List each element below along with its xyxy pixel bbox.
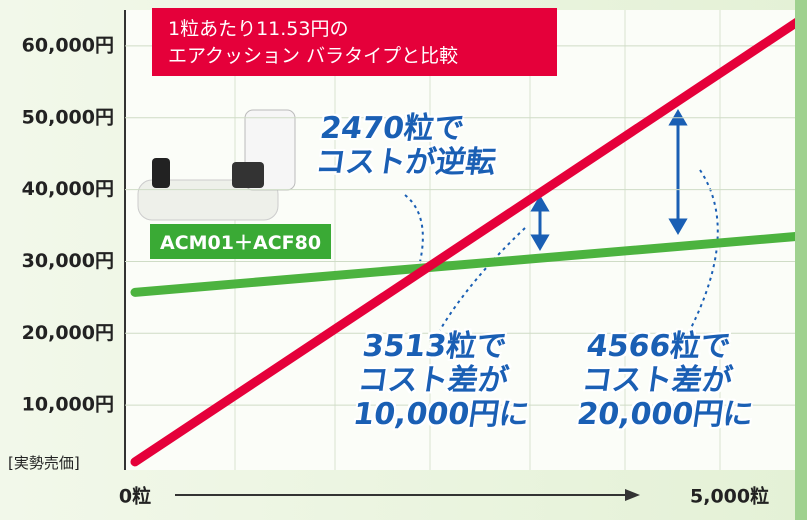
y-tick-label: 60,000円 bbox=[22, 34, 114, 56]
y-tick-label: 50,000円 bbox=[22, 106, 114, 128]
chart: 10,000円 20,000円 30,000円 40,000円 50,000円 60,00… bbox=[0, 0, 807, 520]
y-tick-label: 30,000円 bbox=[22, 250, 114, 272]
x-tick-label: 0粒 bbox=[119, 485, 151, 508]
y-axis-label: [実勢売価] bbox=[8, 452, 80, 473]
y-tick-label: 40,000円 bbox=[22, 178, 114, 200]
arrowhead bbox=[625, 489, 640, 501]
series-callout: 1粒あたり11.53円の エアクッション バラタイプと比較 bbox=[152, 8, 557, 76]
plot: 10,000円 20,000円 30,000円 40,000円 50,000円 60,00… bbox=[0, 0, 807, 520]
y-tick-label: 10,000円 bbox=[22, 394, 114, 416]
series-label: ACM01＋ACF80 bbox=[150, 224, 331, 259]
edge-band bbox=[795, 0, 807, 520]
x-tick-label: 5,000粒 bbox=[690, 485, 769, 508]
y-tick-label: 20,000円 bbox=[22, 322, 114, 344]
annotation: 4566粒で コスト差が 20,000円に bbox=[575, 330, 765, 432]
annotation: 2470粒で コストが逆転 bbox=[313, 112, 503, 180]
annotation: 3513粒で コスト差が 10,000円に bbox=[351, 330, 541, 432]
